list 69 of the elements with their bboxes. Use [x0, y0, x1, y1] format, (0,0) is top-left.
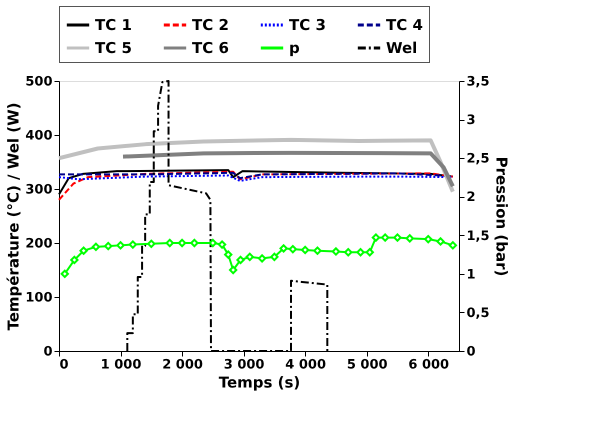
- y2-tick-label: 0: [466, 344, 476, 360]
- y2-axis-title: Pression (bar): [492, 156, 511, 276]
- y-tick-label: 100: [25, 290, 52, 306]
- line-series: [57, 138, 455, 194]
- legend-label: TC 2: [192, 16, 229, 34]
- x-tick-label: 3 000: [224, 358, 264, 372]
- legend-label: TC 4: [386, 16, 423, 34]
- x-axis-title: Temps (s): [218, 374, 300, 392]
- y2-tick-label: 2: [466, 190, 476, 206]
- point: [236, 256, 245, 264]
- point: [190, 238, 199, 248]
- point: [166, 238, 174, 248]
- point: [313, 246, 322, 255]
- point: [356, 248, 365, 256]
- y-tick-label: 300: [25, 182, 52, 198]
- y2-tick-label: 1,5: [466, 228, 490, 244]
- y-tick-label: 200: [25, 236, 52, 252]
- legend-label: TC 6: [192, 39, 229, 57]
- legend-label: TC 5: [95, 39, 132, 57]
- point: [393, 233, 402, 242]
- point: [424, 234, 432, 244]
- x-tick-label: 5 000: [346, 358, 388, 372]
- legend-label: TC 1: [95, 16, 132, 34]
- y-tick-label: 0: [43, 344, 52, 360]
- y-tick-label: 400: [25, 128, 52, 144]
- point: [258, 254, 266, 263]
- point: [332, 247, 340, 256]
- legend-label: TC 3: [289, 16, 326, 34]
- y2-tick-label: 2,5: [466, 152, 490, 167]
- y2-tick-label: 3: [466, 113, 476, 128]
- point: [300, 246, 310, 254]
- y-tick-label: 500: [25, 74, 52, 90]
- point: [224, 250, 232, 259]
- x-tick-label: 6 000: [408, 358, 450, 372]
- x-tick-label: 1 000: [100, 358, 142, 372]
- line-series: [121, 150, 455, 188]
- y2-tick-label: 0,5: [466, 306, 490, 321]
- point: [79, 246, 88, 255]
- point: [218, 240, 226, 249]
- y2-tick-label: 3,5: [466, 74, 490, 90]
- point: [344, 248, 352, 256]
- legend-label: p: [289, 39, 300, 57]
- point: [104, 242, 112, 250]
- x-tick-label: 4 000: [285, 358, 326, 372]
- point: [448, 241, 458, 250]
- x-tick-label: 0: [60, 358, 69, 372]
- point: [372, 233, 380, 242]
- x-tick-label: 2 000: [162, 358, 203, 372]
- legend-label: Wel: [386, 39, 418, 57]
- point: [70, 256, 79, 264]
- point: [279, 244, 288, 253]
- point: [228, 266, 238, 274]
- point: [178, 238, 186, 248]
- point: [116, 241, 125, 250]
- point: [208, 238, 218, 248]
- point: [270, 252, 279, 262]
- point: [366, 248, 374, 256]
- y2-tick-label: 1: [466, 267, 476, 282]
- point: [406, 234, 414, 243]
- line-series: [58, 170, 454, 201]
- y-axis-title: Température (°C) / Wel (W): [4, 102, 22, 331]
- point: [380, 233, 390, 242]
- point: [92, 242, 100, 252]
- point: [60, 270, 69, 278]
- point: [246, 252, 254, 262]
- point: [436, 237, 445, 246]
- point: [288, 245, 298, 254]
- point: [128, 240, 138, 249]
- point: [147, 240, 156, 248]
